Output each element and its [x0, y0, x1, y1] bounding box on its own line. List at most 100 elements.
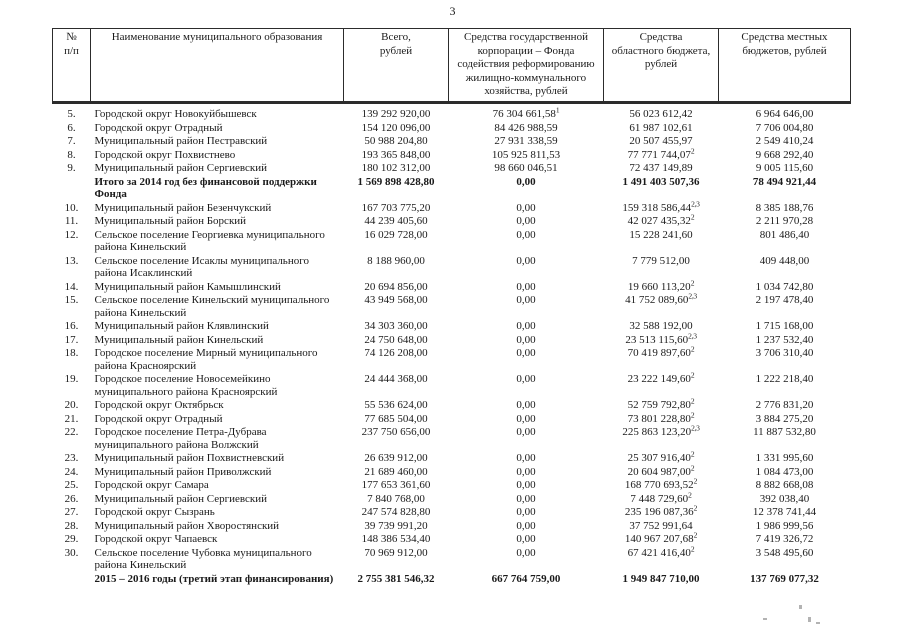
total-value: 148 386 534,40	[361, 533, 431, 545]
fund-amount: 0,00	[516, 492, 536, 505]
municipality-name: 2015 – 2016 годы (третий этап финансиров…	[94, 572, 334, 585]
municipality-name: Городской округ Самара	[94, 479, 209, 491]
row-number	[53, 572, 91, 586]
municipality-name: Городское поселение Новосемейкино муници…	[94, 373, 278, 398]
local-budget-value: 1 331 995,60	[755, 452, 814, 464]
table-row: 12. Сельское поселение Георгиевка муници…	[53, 228, 851, 254]
total-value: 2 755 381 546,32	[357, 572, 435, 585]
scan-artifact	[816, 622, 820, 624]
local-budget-value: 12 378 741,44	[752, 506, 817, 518]
regional-budget-value: 140 967 207,682	[604, 530, 719, 546]
fund-amount: 105 925 811,53	[491, 148, 561, 161]
regional-amount: 7 779 512,00	[632, 254, 690, 267]
row-number: 28.	[64, 519, 79, 532]
total-value: 43 949 568,00	[364, 294, 428, 306]
table-row: 10. Муниципальный район Безенчукский 167…	[53, 200, 851, 215]
fund-value: 0,00	[449, 372, 604, 398]
fund-amount: 0,00	[516, 479, 536, 491]
fund-amount: 0,00	[516, 201, 536, 214]
regional-amount: 70 419 897,60	[627, 347, 691, 359]
local-budget-value: 137 769 077,32	[750, 572, 819, 585]
table-row: 16. Муниципальный район Клявлинский 34 3…	[53, 319, 851, 333]
regional-footnote-mark: 2	[690, 277, 695, 287]
regional-amount: 140 967 207,68	[624, 533, 694, 545]
regional-amount: 15 228 241,60	[629, 228, 693, 241]
total-value: 237 750 656,00	[361, 426, 431, 438]
fund-amount: 0,00	[516, 506, 536, 518]
fund-value: 76 304 661,581	[449, 103, 604, 121]
local-budget-value: 1 034 742,80	[755, 280, 814, 293]
fund-amount: 27 931 338,59	[494, 135, 558, 147]
regional-amount: 1 491 403 507,36	[622, 175, 700, 188]
fund-value: 0,00	[449, 412, 604, 426]
total-value: 180 102 312,00	[361, 162, 431, 174]
table-row: 6. Городской округ Отрадный 154 120 096,…	[53, 121, 851, 135]
local-budget-value: 1 715 168,00	[755, 320, 814, 332]
fund-amount: 84 426 988,59	[494, 121, 558, 134]
fund-value: 0,00	[449, 175, 604, 201]
row-number: 10.	[64, 201, 79, 214]
municipality-name: Муниципальный район Безенчукский	[94, 201, 272, 214]
local-budget-value: 8 882 668,08	[755, 479, 814, 491]
municipality-name: Городской округ Новокуйбышевск	[94, 108, 257, 120]
regional-amount: 235 196 087,36	[624, 506, 694, 518]
fund-value: 667 764 759,00	[449, 572, 604, 586]
total-value: 16 029 728,00	[364, 228, 428, 241]
regional-amount: 1 949 847 710,00	[622, 572, 700, 585]
regional-budget-value: 77 771 744,072	[604, 147, 719, 162]
regional-budget-value: 73 801 228,802	[604, 411, 719, 426]
total-value: 167 703 775,20	[361, 201, 431, 214]
municipality-name: Муниципальный район Кинельский	[94, 333, 264, 346]
fund-value: 0,00	[449, 228, 604, 254]
fund-amount: 98 660 046,51	[494, 162, 558, 174]
fund-value: 0,00	[449, 201, 604, 215]
table-row: 29. Городской округ Чапаевск 148 386 534…	[53, 530, 851, 546]
regional-footnote-mark: 2	[693, 530, 698, 540]
budget-table: № п/п Наименование муниципального образо…	[52, 28, 851, 585]
fund-value: 0,00	[449, 293, 604, 319]
local-budget-value: 3 884 275,20	[755, 412, 814, 425]
fund-value: 0,00	[449, 492, 604, 506]
table-row: 8. Городской округ Похвистнево 193 365 8…	[53, 147, 851, 162]
header-num: № п/п	[52, 28, 91, 104]
local-budget-value: 6 964 646,00	[755, 108, 814, 120]
row-number: 24.	[64, 465, 79, 478]
local-budget-value: 392 038,40	[759, 492, 810, 505]
municipality-name: Сельское поселение Чубовка муниципальног…	[94, 546, 312, 572]
table-row: 21. Городской округ Отрадный 77 685 504,…	[53, 411, 851, 426]
total-value: 193 365 848,00	[361, 148, 431, 161]
fund-value: 0,00	[449, 319, 604, 333]
local-budget-value: 8 385 188,76	[755, 201, 814, 214]
row-number: 18.	[64, 347, 79, 359]
fund-value: 98 660 046,51	[449, 161, 604, 175]
row-number: 9.	[67, 162, 76, 174]
regional-amount: 25 307 916,40	[627, 452, 691, 464]
regional-footnote-mark: 2	[690, 396, 695, 406]
fund-amount: 0,00	[516, 215, 536, 227]
fund-value: 0,00	[449, 425, 604, 451]
table-row: 26. Муниципальный район Сергиевский 7 84…	[53, 491, 851, 506]
row-number: 16.	[64, 320, 79, 332]
regional-budget-value: 42 027 435,322	[604, 213, 719, 228]
total-value: 154 120 096,00	[361, 121, 431, 134]
regional-amount: 20 604 987,00	[627, 465, 691, 478]
municipality-name: Муниципальный район Пестравский	[94, 135, 268, 147]
table-row: 20. Городской округ Октябрьск 55 536 624…	[53, 396, 851, 412]
row-number	[53, 175, 91, 201]
municipality-name: Муниципальный район Клявлинский	[94, 320, 269, 332]
fund-amount: 0,00	[516, 347, 536, 359]
header-regional-budget: Средства областного бюджета, рублей	[603, 28, 719, 104]
fund-amount: 0,00	[516, 426, 536, 438]
row-number: 26.	[64, 492, 79, 505]
header-fund: Средства государственной корпорации – Фо…	[448, 28, 604, 104]
fund-amount: 0,00	[516, 254, 536, 267]
municipality-name: Городское поселение Петра-Дубрава муници…	[94, 426, 267, 451]
regional-footnote-mark: 2	[690, 543, 695, 553]
fund-amount: 0,00	[516, 175, 536, 188]
regional-amount: 52 759 792,80	[627, 399, 691, 411]
fund-value: 0,00	[449, 398, 604, 412]
total-value: 44 239 405,60	[364, 215, 428, 227]
regional-footnote-mark: 2	[690, 462, 695, 472]
regional-amount: 72 437 149,89	[629, 162, 693, 174]
row-number: 25.	[64, 479, 79, 491]
